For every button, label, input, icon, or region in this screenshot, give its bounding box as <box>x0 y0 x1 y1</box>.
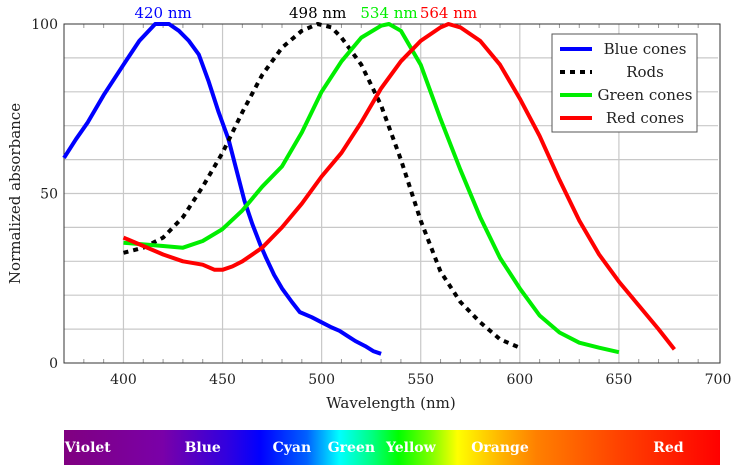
series-line-blue-cones <box>62 22 382 356</box>
series-line-rods <box>123 22 521 350</box>
peak-label: 498 nm <box>289 4 346 22</box>
series-line-green-cones <box>123 22 620 355</box>
legend-label: Green cones <box>597 86 692 104</box>
spectrum-label-orange: Orange <box>471 440 529 456</box>
peak-label: 534 nm <box>360 4 417 22</box>
x-tick-label: 700 <box>705 372 732 388</box>
series-line-red-cones <box>122 22 676 351</box>
spectrum-label-cyan: Cyan <box>272 440 312 456</box>
peak-label: 564 nm <box>420 4 477 22</box>
spectrum-label-yellow: Yellow <box>385 440 436 456</box>
x-tick-label: 400 <box>110 372 137 388</box>
x-tick-label: 500 <box>308 372 335 388</box>
legend-label: Blue cones <box>604 40 687 58</box>
y-tick-label: 100 <box>31 17 58 33</box>
spectrum-label-red: Red <box>653 440 684 456</box>
y-tick-label: 50 <box>40 187 58 203</box>
color-spectrum-bar: Violet Blue Cyan Green Yellow Orange Red <box>64 430 720 465</box>
absorbance-chart: 400 450 500 550 600 650 700 0 50 100 Wavelength (n… <box>6 4 732 412</box>
spectrum-label-green: Green <box>327 440 376 456</box>
x-tick-label: 650 <box>606 372 633 388</box>
x-tick-label: 450 <box>209 372 236 388</box>
spectrum-label-violet: Violet <box>64 440 111 456</box>
peak-label: 420 nm <box>134 4 191 22</box>
x-tick-label: 550 <box>407 372 434 388</box>
y-axis-label: Normalized absorbance <box>6 103 24 284</box>
x-tick-label: 600 <box>506 372 533 388</box>
x-axis-label: Wavelength (nm) <box>326 394 455 412</box>
spectrum-label-blue: Blue <box>184 440 221 456</box>
y-tick-label: 0 <box>49 356 58 372</box>
legend-label: Rods <box>626 63 664 81</box>
legend-label: Red cones <box>606 109 684 127</box>
